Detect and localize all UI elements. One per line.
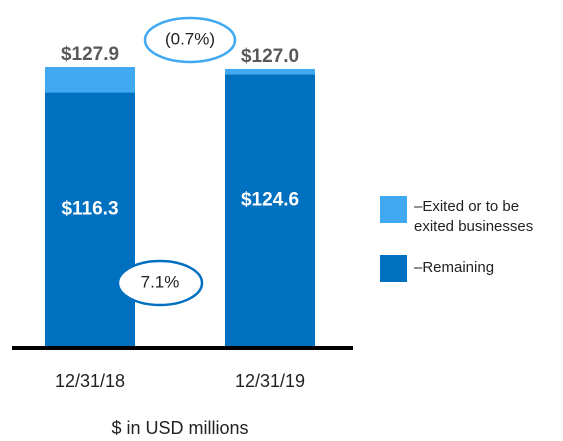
- annotation-ellipse: [116, 259, 204, 307]
- x-tick-label: 12/31/19: [235, 371, 305, 391]
- total-label: $127.9: [61, 44, 119, 65]
- bar-segment: [225, 74, 315, 347]
- bar-segment: [45, 92, 135, 347]
- data-label: $124.6: [241, 190, 299, 211]
- bar-segment: [225, 68, 315, 75]
- annotation: (0.7%): [165, 29, 215, 48]
- legend-swatch: [380, 196, 407, 223]
- bar-segment: [45, 67, 135, 93]
- legend-swatch: [380, 255, 407, 282]
- subtitle: $ in USD millions: [111, 418, 248, 438]
- x-tick-label: 12/31/18: [55, 371, 125, 391]
- total-label: $127.0: [241, 46, 299, 67]
- data-label: $116.3: [61, 199, 118, 220]
- annotation-ellipse: [143, 16, 237, 64]
- legend-label: –Exited or to be exited businesses: [414, 198, 534, 235]
- legend-label: –Remaining: [414, 259, 495, 276]
- annotation: 7.1%: [141, 272, 180, 291]
